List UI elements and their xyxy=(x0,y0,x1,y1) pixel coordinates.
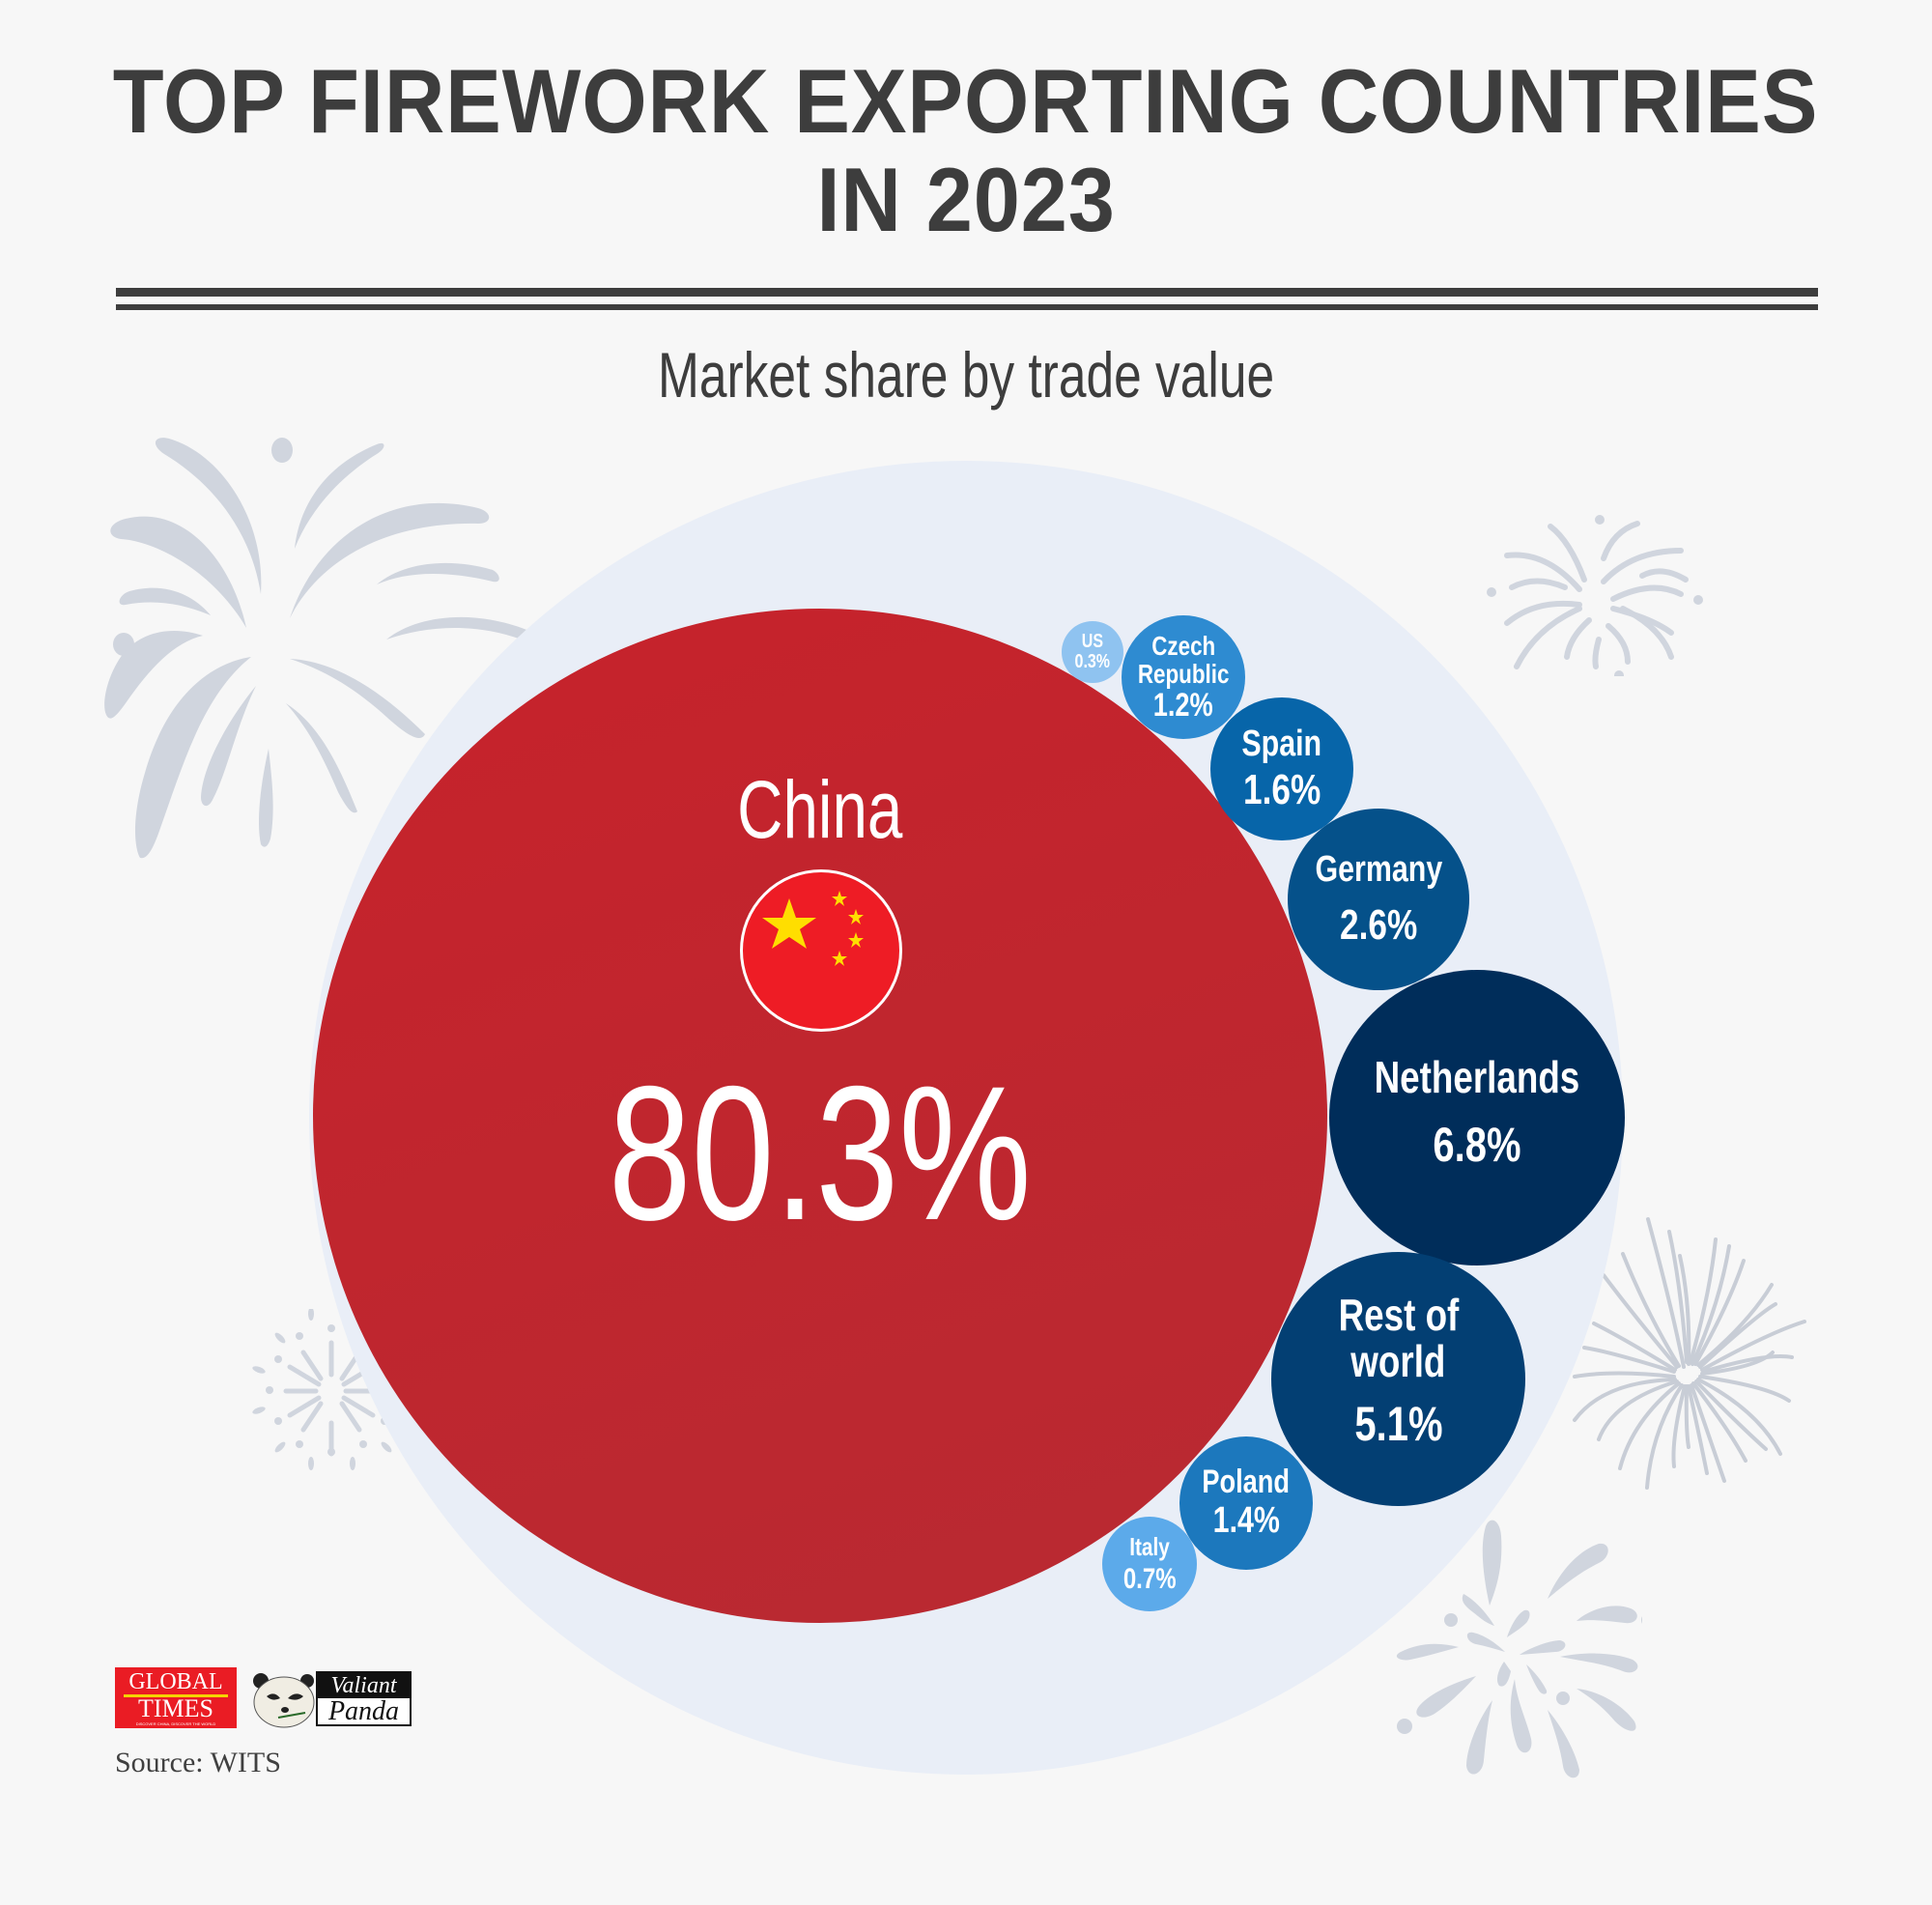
bubble-value: 5.1% xyxy=(1353,1396,1443,1451)
firework-decoration-icon xyxy=(1573,1217,1806,1490)
bubble-value: 1.2% xyxy=(1153,686,1213,724)
bubble-germany: Germany 2.6% xyxy=(1288,809,1469,990)
bubble-label: US xyxy=(1081,631,1104,652)
bubble-value: 2.6% xyxy=(1339,900,1418,949)
bubble-us: US 0.3% xyxy=(1062,621,1123,683)
bubble-value: 0.7% xyxy=(1122,1562,1177,1595)
bubble-label: Republic xyxy=(1137,659,1230,690)
bubble-spain: Spain 1.6% xyxy=(1210,697,1353,840)
valiant-panda-logo: Valiant Panda xyxy=(316,1671,412,1726)
chart-subtitle: Market share by trade value xyxy=(0,338,1932,412)
logo-text: Panda xyxy=(327,1696,400,1726)
panda-mascot-icon xyxy=(253,1673,315,1728)
bubble-label: Germany xyxy=(1315,848,1442,890)
bubble-italy: Italy 0.7% xyxy=(1102,1517,1197,1611)
china-flag-stars-icon xyxy=(762,891,864,966)
chart-title-text: TOP FIREWORK EXPORTING COUNTRIES xyxy=(113,50,1819,152)
china-label-text: China xyxy=(737,764,903,855)
bubble-netherlands: Netherlands 6.8% xyxy=(1329,970,1625,1265)
bubble-poland: Poland 1.4% xyxy=(1179,1436,1313,1570)
logo-text: TIMES xyxy=(138,1694,213,1722)
china-flag-icon xyxy=(740,869,902,1032)
logo-tagline: DISCOVER CHINA, DISCOVER THE WORLD xyxy=(135,1721,216,1726)
bubble-china-value: 80.3% xyxy=(530,1058,1110,1249)
bubble-label: Netherlands xyxy=(1374,1051,1580,1102)
chart-subtitle-text: Market share by trade value xyxy=(657,339,1275,411)
bubble-label: Spain xyxy=(1241,723,1322,764)
source-note: Source: WITS xyxy=(115,1747,281,1778)
bubble-china-label: China xyxy=(627,763,1013,857)
bubble-value: 0.3% xyxy=(1074,651,1111,672)
chart-title-text: IN 2023 xyxy=(816,149,1116,250)
bubble-label: Czech xyxy=(1151,630,1215,661)
bubble-china xyxy=(313,609,1327,1623)
bubble-label: world xyxy=(1350,1336,1446,1387)
bubble-rest-of-world: Rest of world 5.1% xyxy=(1271,1252,1525,1506)
chart-title-line1: TOP FIREWORK EXPORTING COUNTRIES xyxy=(0,56,1932,147)
firework-decoration-icon xyxy=(104,438,560,859)
bubble-label: Italy xyxy=(1129,1531,1170,1561)
bubble-czech-republic: Czech Republic 1.2% xyxy=(1122,615,1245,739)
chart-title-line2: IN 2023 xyxy=(0,155,1932,245)
global-times-logo: GLOBAL TIMES DISCOVER CHINA, DISCOVER TH… xyxy=(115,1667,237,1728)
bubble-value: 1.4% xyxy=(1212,1499,1280,1541)
title-divider-thin xyxy=(116,304,1818,310)
bubble-label: Poland xyxy=(1202,1464,1291,1501)
title-divider-thick xyxy=(116,288,1818,297)
logo-bar xyxy=(124,1694,228,1697)
bubble-label: Rest of xyxy=(1338,1289,1459,1340)
firework-decoration-icon xyxy=(1487,515,1703,676)
china-value-text: 80.3% xyxy=(609,1046,1032,1260)
logo-text: Valiant xyxy=(318,1673,410,1698)
bubble-value: 6.8% xyxy=(1433,1117,1521,1172)
logo-text: GLOBAL xyxy=(128,1669,223,1694)
bubble-value: 1.6% xyxy=(1242,765,1321,813)
firework-decoration-icon xyxy=(1396,1520,1642,1778)
